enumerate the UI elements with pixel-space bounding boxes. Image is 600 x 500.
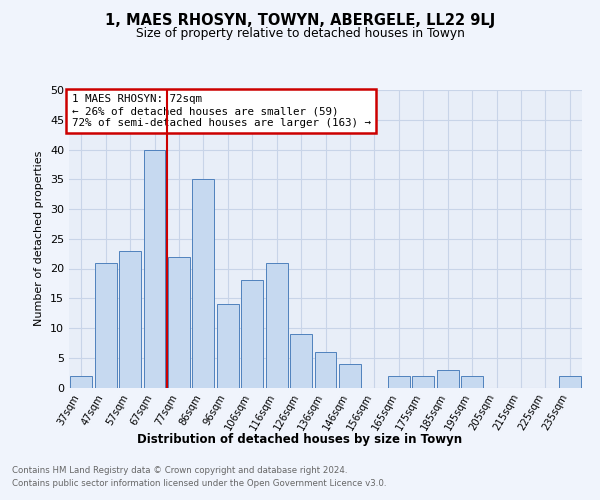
Text: Size of property relative to detached houses in Towyn: Size of property relative to detached ho… xyxy=(136,28,464,40)
Bar xyxy=(217,304,239,388)
Bar xyxy=(388,376,410,388)
Text: Distribution of detached houses by size in Towyn: Distribution of detached houses by size … xyxy=(137,432,463,446)
Bar xyxy=(70,376,92,388)
Bar xyxy=(193,180,214,388)
Text: Contains HM Land Registry data © Crown copyright and database right 2024.: Contains HM Land Registry data © Crown c… xyxy=(12,466,347,475)
Text: Contains public sector information licensed under the Open Government Licence v3: Contains public sector information licen… xyxy=(12,479,386,488)
Bar xyxy=(266,262,287,388)
Bar xyxy=(412,376,434,388)
Bar xyxy=(95,262,116,388)
Text: 1, MAES RHOSYN, TOWYN, ABERGELE, LL22 9LJ: 1, MAES RHOSYN, TOWYN, ABERGELE, LL22 9L… xyxy=(105,12,495,28)
Bar xyxy=(461,376,483,388)
Bar xyxy=(241,280,263,388)
Bar xyxy=(119,250,141,388)
Bar xyxy=(143,150,166,388)
Bar xyxy=(559,376,581,388)
Bar xyxy=(290,334,312,388)
Text: 1 MAES RHOSYN: 72sqm
← 26% of detached houses are smaller (59)
72% of semi-detac: 1 MAES RHOSYN: 72sqm ← 26% of detached h… xyxy=(71,94,371,128)
Bar xyxy=(437,370,458,388)
Y-axis label: Number of detached properties: Number of detached properties xyxy=(34,151,44,326)
Bar xyxy=(168,256,190,388)
Bar xyxy=(314,352,337,388)
Bar xyxy=(339,364,361,388)
